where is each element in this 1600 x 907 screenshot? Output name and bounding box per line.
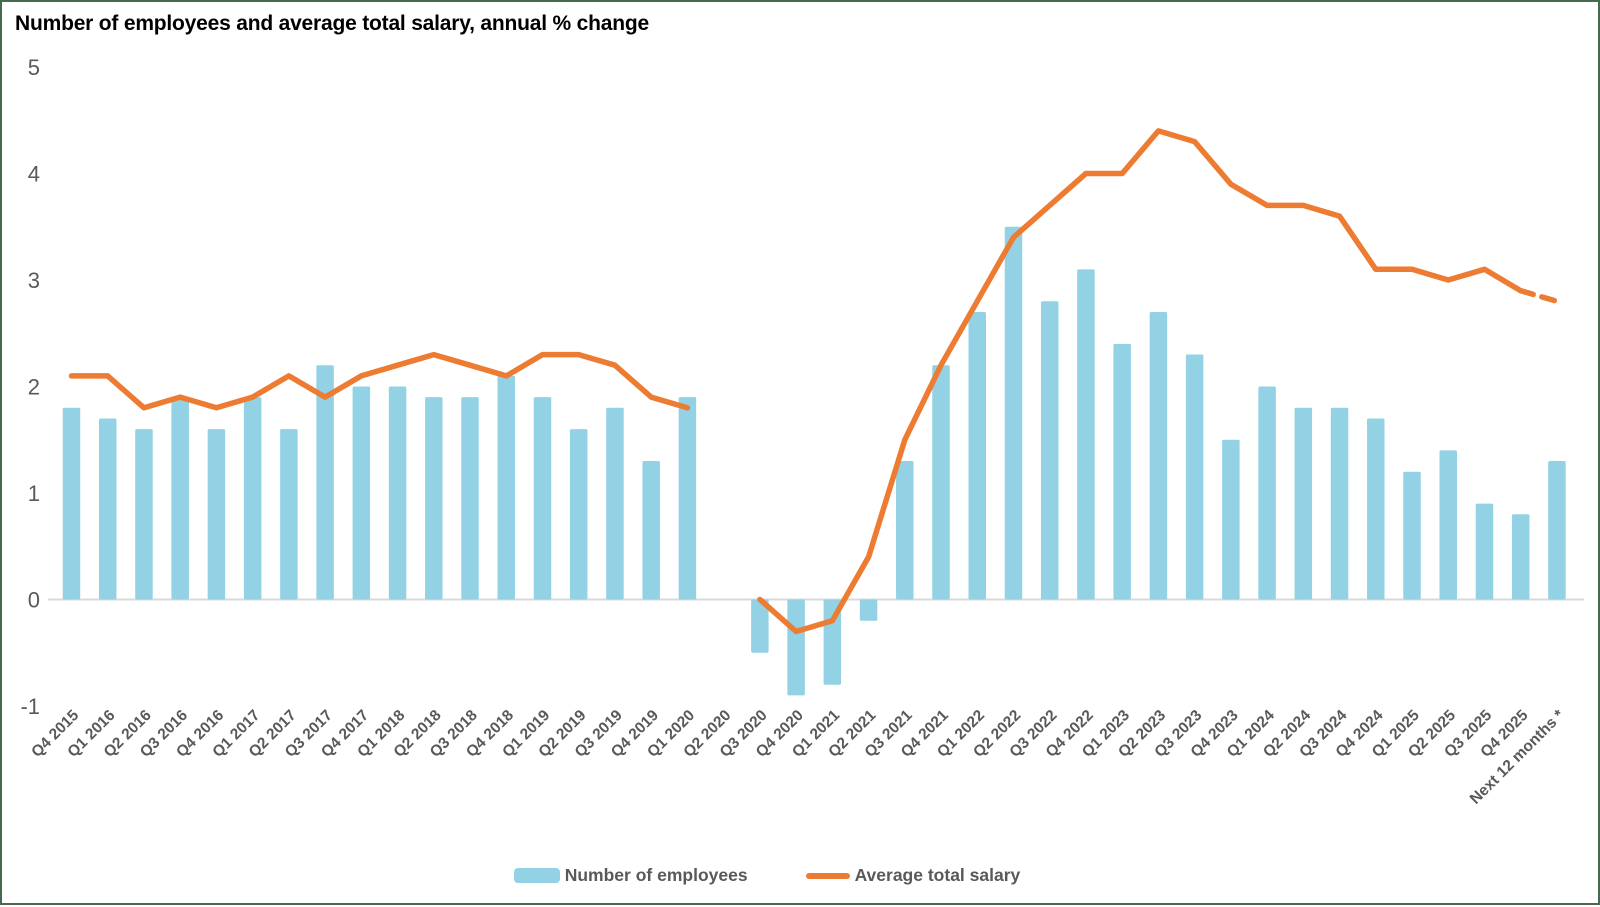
bar-Q4-2015 bbox=[62, 407, 81, 600]
bar-Q1-2023 bbox=[1113, 343, 1131, 600]
bar-Q2-2019 bbox=[569, 429, 588, 600]
y-tick-label: 4 bbox=[28, 162, 40, 187]
bar-Q1-2017 bbox=[243, 397, 262, 600]
bar-Q2-2022 bbox=[1004, 226, 1023, 600]
bar-Next-12-months- bbox=[1548, 461, 1566, 600]
y-tick-label: 1 bbox=[28, 481, 40, 506]
bar-Q3-2018 bbox=[461, 397, 479, 600]
bar-Q4-2022 bbox=[1077, 269, 1095, 600]
bar-Q1-2025 bbox=[1403, 471, 1421, 600]
employees-bar-swatch-icon bbox=[513, 868, 560, 883]
bar-Q4-2019 bbox=[642, 461, 660, 600]
bar-Q2-2018 bbox=[425, 397, 443, 600]
bar-Q3-2022 bbox=[1040, 301, 1059, 600]
bar-Q2-2016 bbox=[135, 429, 153, 600]
bar-Q1-2019 bbox=[533, 397, 552, 600]
y-tick-label: 2 bbox=[28, 375, 40, 400]
bar-Q2-2023 bbox=[1149, 311, 1168, 600]
legend-item-salary: Average total salary bbox=[805, 865, 1021, 886]
bar-Q1-2024 bbox=[1258, 386, 1276, 600]
salary-line-swatch-icon bbox=[805, 872, 850, 879]
salary-line-forecast-dashed bbox=[1517, 287, 1560, 305]
bar-Q3-2019 bbox=[606, 407, 624, 600]
y-tick-label: -1 bbox=[20, 694, 40, 719]
bar-Q4-2023 bbox=[1222, 439, 1240, 600]
bar-Q2-2021 bbox=[859, 599, 878, 621]
salary-line bbox=[757, 128, 1524, 635]
bar-Q4-2021 bbox=[932, 365, 950, 600]
y-tick-label: 3 bbox=[28, 268, 40, 293]
bar-Q3-2016 bbox=[171, 397, 189, 600]
salary-line bbox=[68, 351, 691, 411]
bar-Q4-2025 bbox=[1511, 514, 1530, 600]
legend-label-salary: Average total salary bbox=[854, 865, 1021, 885]
chart-legend: Number of employees Average total salary bbox=[2, 865, 1532, 886]
bar-Q2-2024 bbox=[1294, 407, 1313, 600]
bar-Q4-2020 bbox=[787, 599, 805, 696]
bar-Q4-2016 bbox=[207, 429, 226, 600]
legend-item-employees: Number of employees bbox=[513, 865, 748, 886]
bar-Q4-2018 bbox=[497, 375, 516, 600]
y-tick-label: 5 bbox=[28, 55, 40, 80]
bar-Q3-2025 bbox=[1475, 503, 1494, 600]
legend-label-employees: Number of employees bbox=[564, 865, 748, 885]
bar-Q3-2021 bbox=[896, 461, 914, 600]
bar-Q3-2023 bbox=[1185, 354, 1204, 600]
y-tick-label: 0 bbox=[28, 588, 40, 613]
bar-Q4-2017 bbox=[352, 386, 371, 600]
bar-Q4-2024 bbox=[1367, 418, 1385, 600]
bar-Q1-2016 bbox=[98, 418, 117, 600]
bar-Q3-2024 bbox=[1330, 407, 1349, 600]
bar-Q3-2017 bbox=[316, 365, 334, 600]
bar-Q1-2022 bbox=[968, 311, 986, 600]
bar-Q1-2020 bbox=[678, 397, 697, 600]
bar-Q2-2025 bbox=[1439, 450, 1457, 600]
bar-Q3-2020 bbox=[751, 599, 769, 653]
chart-title: Number of employees and average total sa… bbox=[15, 12, 649, 35]
bar-Q2-2017 bbox=[280, 429, 298, 600]
bar-Q1-2018 bbox=[388, 386, 407, 600]
